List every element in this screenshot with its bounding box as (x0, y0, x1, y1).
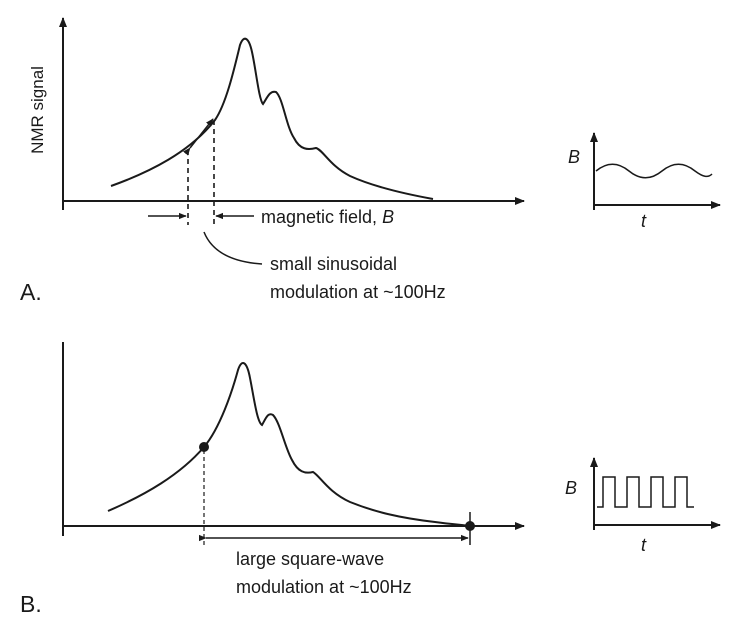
panel-a-inset-x-label: t (641, 211, 647, 231)
panel-a-inset-y-label: B (568, 147, 580, 167)
panel-b: large square-wave modulation at ~100Hz B… (20, 342, 721, 617)
panel-b-inset-x-label: t (641, 535, 647, 555)
panel-b-label: B. (20, 591, 42, 617)
panel-a-inset: B t (568, 132, 721, 231)
panel-b-inset-y-label: B (565, 478, 577, 498)
panel-a-y-axis-label: NMR signal (28, 66, 47, 154)
panel-a-inset-sine-wave (595, 163, 713, 179)
panel-a-resonance-curve (110, 37, 434, 200)
panel-b-annotation-line1: large square-wave (236, 549, 384, 569)
panel-b-resonance-curve (107, 362, 471, 527)
panel-b-annotation-line2: modulation at ~100Hz (236, 577, 412, 597)
panel-a-annotation-leader (203, 231, 263, 265)
panel-a-annotation-line2: modulation at ~100Hz (270, 282, 446, 302)
panel-a-annotation-line1: small sinusoidal (270, 254, 397, 274)
panel-b-modulation-point-low (199, 442, 209, 452)
panel-a-modulation-arrow (183, 118, 214, 156)
panel-a-x-axis-label: magnetic field, B (261, 207, 394, 227)
panel-a-label: A. (20, 279, 42, 305)
panel-a: NMR signal magnetic field, B small sinus… (20, 17, 721, 305)
panel-b-inset-square-wave (597, 476, 694, 508)
panel-b-inset: B t (565, 457, 721, 555)
